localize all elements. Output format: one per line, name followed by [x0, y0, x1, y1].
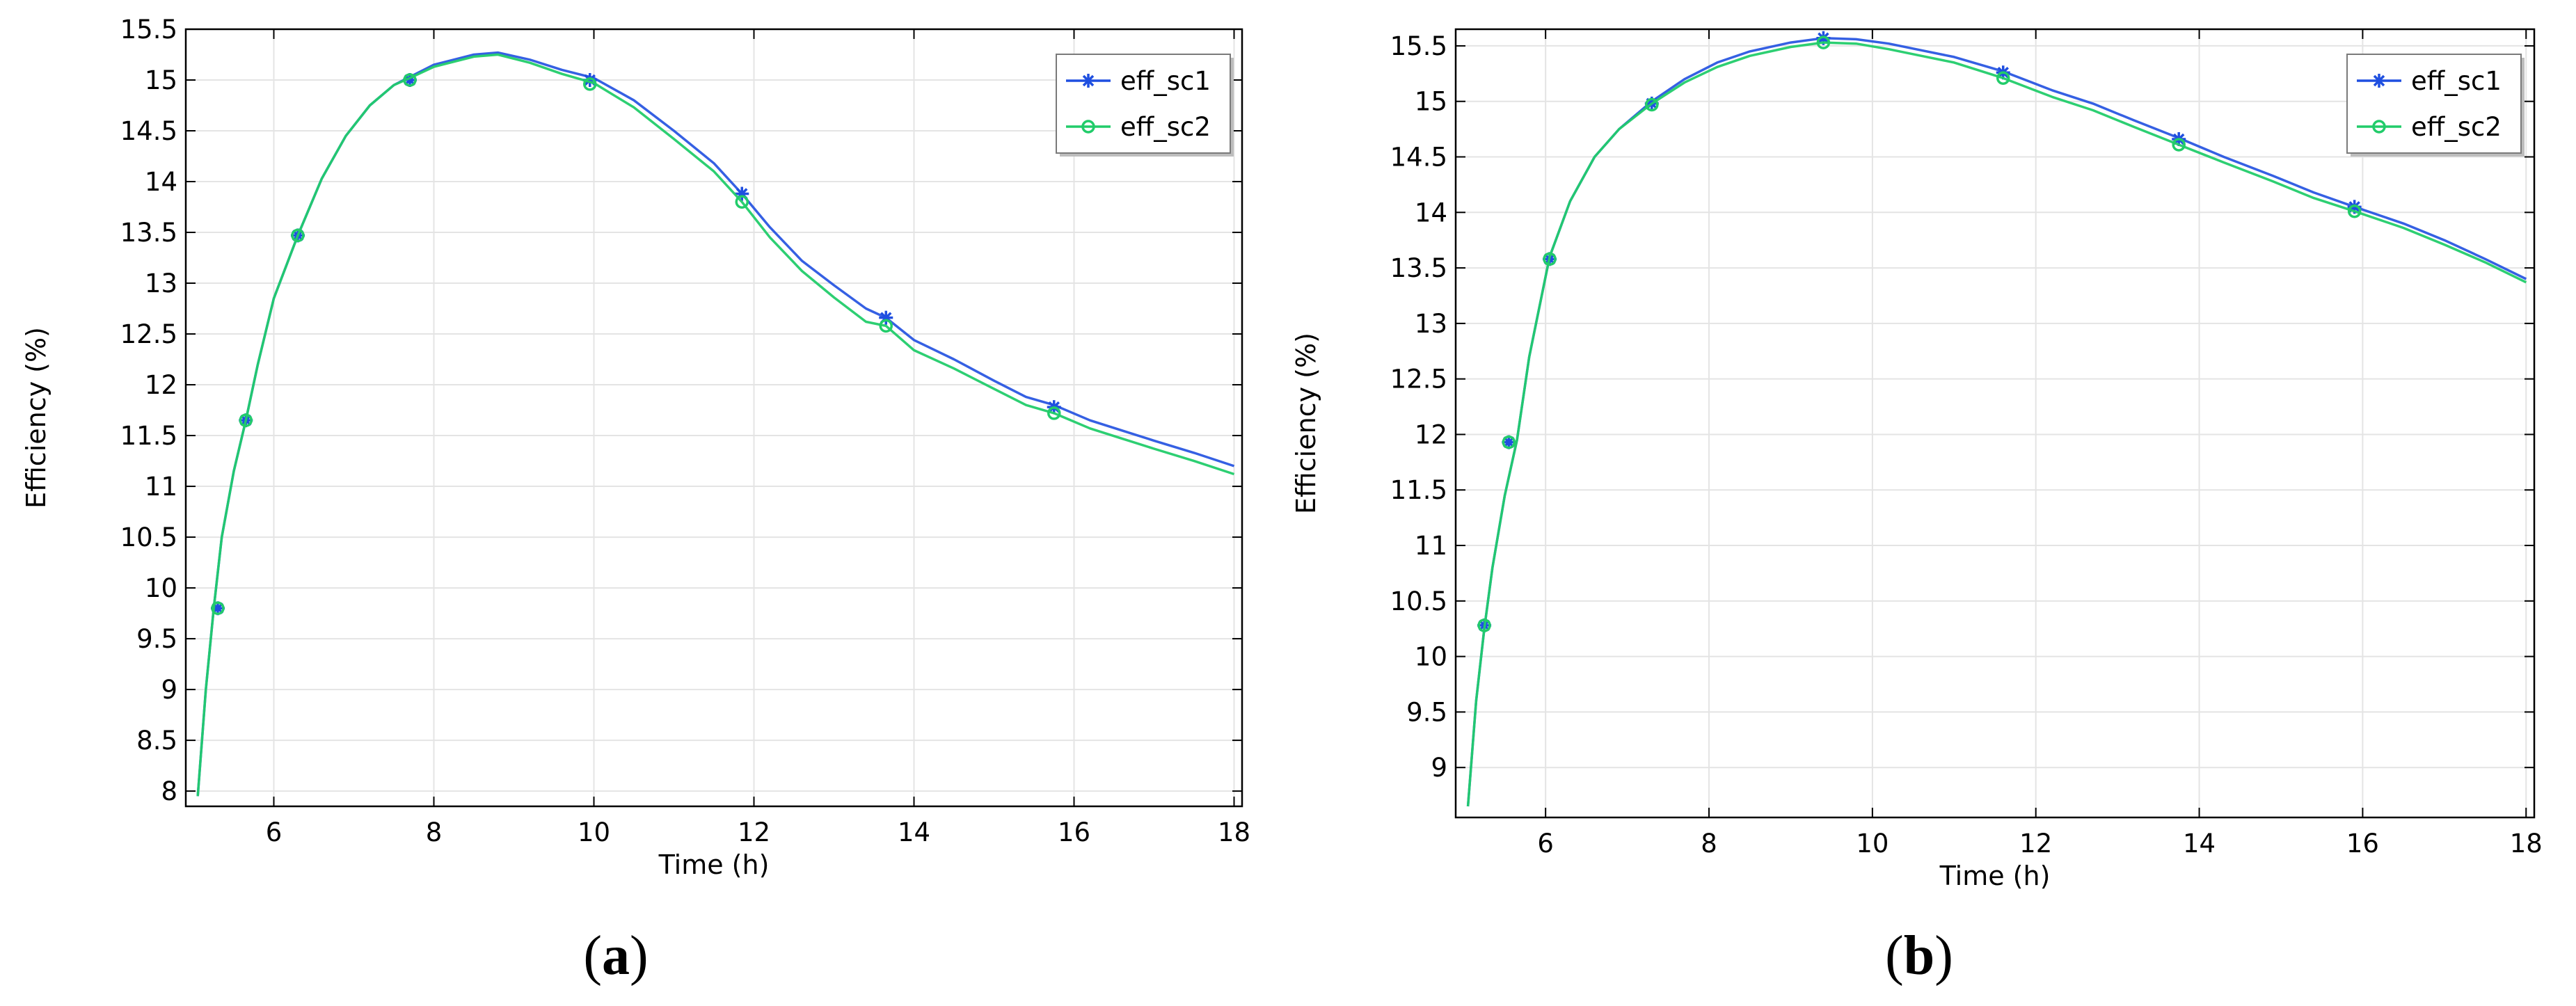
y-tick-label: 14: [1415, 198, 1447, 227]
x-tick-label: 16: [2346, 829, 2379, 859]
x-tick-label: 8: [1701, 829, 1717, 859]
y-tick-label: 8.5: [136, 726, 177, 756]
y-tick-label: 13.5: [120, 218, 177, 248]
legend-item-eff_sc1: eff_sc1: [2357, 66, 2502, 96]
data-point-eff_sc2: [1477, 618, 1491, 632]
legend-label: eff_sc2: [1120, 112, 1211, 142]
legend-label: eff_sc2: [2411, 112, 2502, 142]
x-axis-title: Time (h): [1939, 861, 2051, 891]
y-tick-label: 15: [145, 65, 177, 95]
y-tick-label: 13: [145, 269, 177, 298]
y-tick-label: 14.5: [120, 116, 177, 146]
x-tick-label: 12: [738, 817, 770, 847]
legend-item-eff_sc2: eff_sc2: [2357, 112, 2502, 142]
x-tick-label: 18: [1218, 817, 1250, 847]
data-point-eff_sc2: [1816, 35, 1831, 49]
y-tick-label: 12.5: [120, 319, 177, 349]
data-point-eff_sc2: [211, 601, 225, 616]
chart-panel-b: 6 8 10 12 14 16 18 9 9.5 10 10.5 11 11.5 12 12.5 13 13.5…: [1291, 28, 2543, 987]
data-point-eff_sc2: [735, 195, 749, 209]
data-point-eff_sc2: [239, 413, 253, 427]
y-tick-label: 9: [1431, 753, 1447, 783]
x-tick-label: 14: [898, 817, 930, 847]
y-tick-label: 10: [1415, 642, 1447, 672]
x-tick-label: 16: [1058, 817, 1090, 847]
plot-frame: [184, 28, 1243, 808]
x-axis-title: Time (h): [658, 849, 770, 880]
legend-marker: [1081, 120, 1095, 134]
legend-marker: [2372, 120, 2386, 134]
y-tick-label: 14.5: [1390, 143, 1447, 173]
y-tick-label: 15.5: [120, 15, 177, 45]
x-tick-label: 10: [578, 817, 610, 847]
y-axis-title: Efficiency (%): [21, 327, 51, 509]
x-tick-label: 12: [2019, 829, 2052, 859]
plot-area: [1456, 29, 2534, 817]
y-tick-label: 11.5: [120, 421, 177, 451]
y-tick-label: 9: [161, 675, 177, 705]
y-tick-label: 10: [145, 573, 177, 603]
data-point-eff_sc2: [2172, 138, 2186, 152]
y-tick-label: 9.5: [136, 624, 177, 654]
x-tick-label: 6: [266, 817, 283, 847]
x-tick-label: 18: [2510, 829, 2543, 859]
data-point-eff_sc2: [1543, 252, 1557, 266]
series-line-eff_sc2: [1466, 41, 2527, 807]
y-axis-title: Efficiency (%): [1291, 333, 1321, 514]
y-tick-label: 12: [1415, 420, 1447, 449]
y-tick-label: 10.5: [120, 522, 177, 552]
legend-box: [2346, 54, 2522, 154]
y-tick-label: 11.5: [1390, 475, 1447, 505]
legend: eff_sc1 eff_sc2: [1056, 54, 1234, 157]
legend-item-eff_sc1: eff_sc1: [1066, 66, 1211, 96]
y-tick-label: 12.5: [1390, 365, 1447, 394]
data-point-eff_sc2: [583, 77, 597, 91]
series-line-eff_sc2: [196, 53, 1235, 797]
data-point-eff_sc2: [291, 228, 305, 243]
x-tick-label: 8: [426, 817, 443, 847]
legend-label: eff_sc1: [2411, 66, 2502, 96]
plot-frame: [1454, 28, 2536, 819]
y-tick-label: 11: [145, 472, 177, 502]
data-point-eff_sc2: [1502, 435, 1516, 449]
y-tick-label: 14: [145, 167, 177, 197]
data-point-eff_sc2: [403, 73, 417, 87]
series-eff_sc2: [1466, 35, 2527, 807]
data-point-eff_sc2: [1645, 97, 1659, 112]
y-tick-label: 12: [145, 370, 177, 400]
panel-label-b: (b): [1885, 925, 1953, 987]
data-point-eff_sc2: [879, 319, 893, 333]
series-eff_sc2: [196, 53, 1235, 797]
legend-label: eff_sc1: [1120, 66, 1211, 96]
data-point-eff_sc2: [1996, 71, 2010, 85]
y-tick-label: 15: [1415, 87, 1447, 117]
y-tick-label: 10.5: [1390, 586, 1447, 616]
data-point-eff_sc2: [1047, 406, 1061, 420]
y-tick-label: 11: [1415, 531, 1447, 561]
panel-label-a: (a): [583, 925, 648, 987]
legend: eff_sc1 eff_sc2: [2346, 54, 2525, 157]
x-tick-label: 6: [1537, 829, 1554, 859]
y-tick-label: 13.5: [1390, 253, 1447, 283]
data-point-eff_sc2: [2347, 204, 2362, 218]
legend-item-eff_sc2: eff_sc2: [1066, 112, 1211, 142]
x-tick-label: 10: [1856, 829, 1889, 859]
legend-box: [1056, 54, 1231, 154]
y-tick-label: 13: [1415, 309, 1447, 339]
y-tick-label: 9.5: [1406, 697, 1447, 727]
y-tick-label: 8: [161, 776, 177, 806]
y-tick-label: 15.5: [1390, 31, 1447, 61]
x-tick-label: 14: [2183, 829, 2216, 859]
chart-panel-a: 6 8 10 12 14 16 18 8 8.5 9 9.5 10 10.5 11 11.5 12 12.5 13…: [21, 15, 1250, 987]
